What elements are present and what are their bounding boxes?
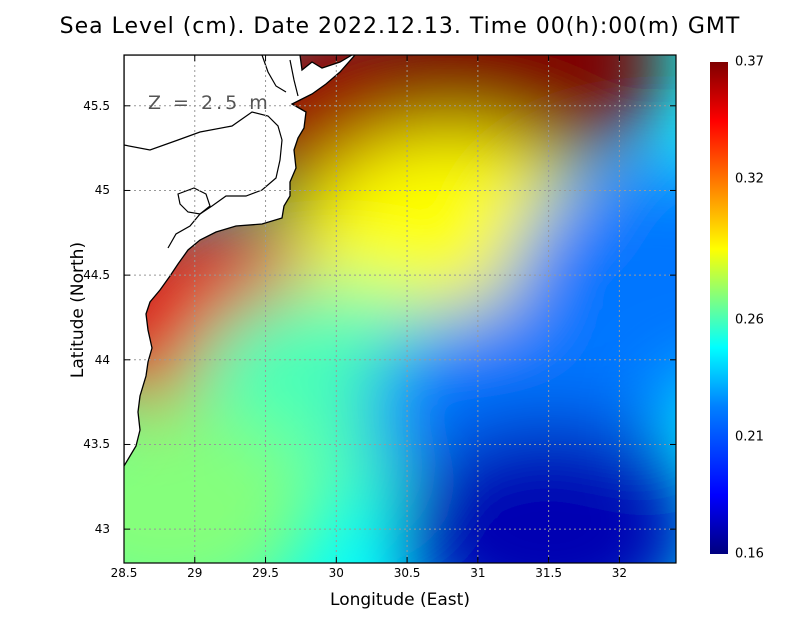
colorbar xyxy=(710,62,728,554)
colorbar-tick-label: 0.26 xyxy=(735,312,764,328)
x-tick-label: 29 xyxy=(187,566,203,580)
y-tick-label: 44 xyxy=(94,352,110,367)
y-tick-label: 45.5 xyxy=(83,98,110,113)
lake-outline xyxy=(177,187,211,215)
x-axis-label: Longitude (East) xyxy=(330,590,470,610)
x-tick-label: 31.5 xyxy=(535,566,562,580)
y-tick-label: 43 xyxy=(94,522,110,537)
x-tick-label: 30.5 xyxy=(393,566,421,580)
colorbar-tick-label: 0.21 xyxy=(735,429,764,445)
axis-ticks xyxy=(123,55,676,563)
x-tick-label: 30 xyxy=(328,566,344,580)
chart-title: Sea Level (cm). Date 2022.12.13. Time 00… xyxy=(59,14,741,39)
y-tick-label: 45 xyxy=(94,183,110,198)
colorbar-tick-label: 0.16 xyxy=(735,546,764,562)
x-tick-label: 29.5 xyxy=(252,566,279,580)
field-sample-7 xyxy=(398,419,676,563)
sea-level-field xyxy=(124,55,676,563)
river-outline xyxy=(261,55,299,97)
y-tick-label: 44.5 xyxy=(83,268,110,283)
x-tick-label: 32 xyxy=(611,566,628,580)
grid xyxy=(124,55,676,563)
field-sample-8 xyxy=(124,402,317,563)
colorbar-tick-label: 0.37 xyxy=(735,54,764,70)
land-mass xyxy=(124,55,356,468)
y-axis-label: Latitude (North) xyxy=(68,241,88,379)
plot-frame xyxy=(123,54,677,564)
x-tick-label: 31 xyxy=(470,566,486,580)
depth-annotation: Z = 2.5 m xyxy=(148,92,271,114)
colorbar-tick-label: 0.32 xyxy=(735,171,764,187)
y-tick-label: 43.5 xyxy=(83,437,110,452)
x-tick-label: 28.5 xyxy=(110,566,138,580)
